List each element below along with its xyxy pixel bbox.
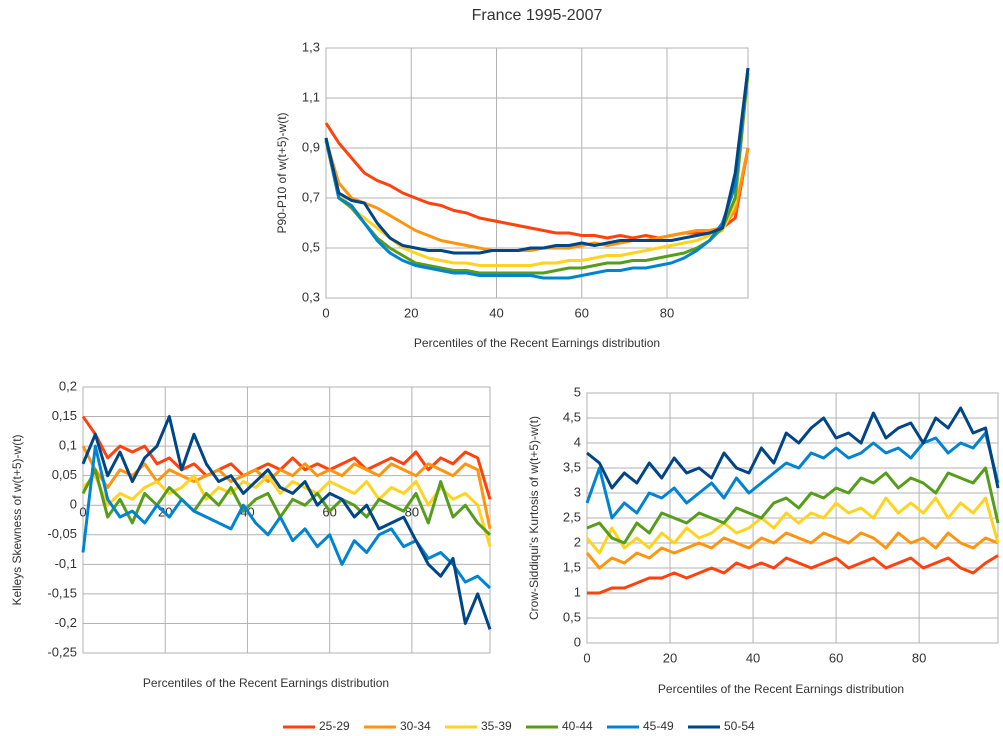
legend-label: 45-49 (643, 719, 674, 733)
x-tick-label: 80 (912, 650, 926, 665)
x-tick-label: 40 (489, 305, 503, 320)
y-tick-label: 3 (574, 484, 581, 499)
y-tick-label: 1,5 (563, 559, 581, 574)
legend-label: 40-44 (562, 719, 593, 733)
x-axis-label: Percentiles of the Recent Earnings distr… (658, 682, 904, 696)
y-tick-label: 5 (574, 384, 581, 399)
y-tick-label: 1,3 (302, 39, 320, 54)
x-tick-label: 60 (829, 650, 843, 665)
series-line (324, 72, 750, 275)
y-tick-label: -0,15 (47, 585, 77, 600)
series-line (585, 531, 999, 570)
y-tick-label: -0,25 (47, 644, 77, 659)
x-tick-label: 0 (322, 305, 329, 320)
y-tick-label: 0,9 (302, 139, 320, 154)
y-tick-label: 0,5 (563, 609, 581, 624)
y-tick-label: 0,3 (302, 289, 320, 304)
y-tick-label: 0,7 (302, 189, 320, 204)
y-tick-label: 1,1 (302, 89, 320, 104)
y-tick-label: 0 (70, 497, 77, 512)
y-axis-label: Kelleys Skewness of w(t+5)-w(t) (10, 434, 24, 605)
y-tick-label: 0,1 (59, 438, 77, 453)
x-tick-label: 20 (663, 650, 677, 665)
legend-label: 30-34 (400, 719, 431, 733)
legend: 25-29 30-34 35-39 40-44 45-49 50-54 (283, 719, 755, 733)
x-axis-label: Percentiles of the Recent Earnings distr… (143, 676, 389, 690)
y-tick-label: 2,5 (563, 509, 581, 524)
x-axis-label: Percentiles of the Recent Earnings distr… (414, 336, 660, 350)
chart: 0 0,5 1 1,5 2 2,5 3 3,5 4 4,5 5 0 20 40 60 80 Percentile… (527, 384, 1000, 696)
x-tick-label: 80 (660, 305, 674, 320)
series-line (585, 431, 1000, 520)
series-line (586, 406, 1000, 490)
series-line (81, 474, 492, 548)
y-tick-label: 1 (574, 584, 581, 599)
y-tick-label: -0,2 (55, 615, 77, 630)
x-tick-label: 60 (575, 305, 589, 320)
y-tick-label: -0,05 (47, 526, 77, 541)
series-line (324, 140, 750, 252)
legend-label: 35-39 (481, 719, 512, 733)
plot-frame (325, 47, 749, 299)
series-line (81, 415, 492, 500)
y-axis-label: Crow-Siddiqui's Kurtosis of w(t+5)-w(t) (527, 416, 541, 620)
series-line (585, 496, 1000, 555)
series-line (81, 468, 492, 536)
x-tick-label: 40 (746, 650, 760, 665)
y-tick-label: 0,15 (52, 408, 77, 423)
series-line (324, 122, 750, 240)
series-line (587, 554, 999, 595)
chart-title: France 1995-2007 (472, 7, 603, 24)
x-tick-label: 20 (404, 305, 418, 320)
series-line (324, 67, 750, 280)
x-tick-label: 80 (405, 505, 419, 520)
y-tick-label: -0,1 (55, 556, 77, 571)
legend-label: 25-29 (319, 719, 350, 733)
x-tick-label: 0 (79, 505, 86, 520)
y-tick-label: 3,5 (563, 459, 581, 474)
y-tick-label: 4 (574, 434, 581, 449)
series-line (81, 415, 492, 630)
series-line (81, 445, 492, 530)
y-tick-label: 0 (574, 634, 581, 649)
y-tick-label: 0,05 (52, 467, 77, 482)
x-tick-label: 0 (583, 650, 590, 665)
chart: 0,3 0,5 0,7 0,9 1,1 1,3 0 20 40 60 80 France 1995-2… (275, 7, 750, 350)
series-line (586, 466, 1000, 545)
y-tick-label: 0,2 (59, 378, 77, 393)
series-line (324, 67, 750, 255)
y-tick-label: 2 (574, 534, 581, 549)
y-tick-label: 4,5 (563, 409, 581, 424)
y-tick-label: 0,5 (302, 239, 320, 254)
legend-label: 50-54 (724, 719, 755, 733)
y-axis-label: P90-P10 of w(t+5)-w(t) (275, 112, 289, 233)
